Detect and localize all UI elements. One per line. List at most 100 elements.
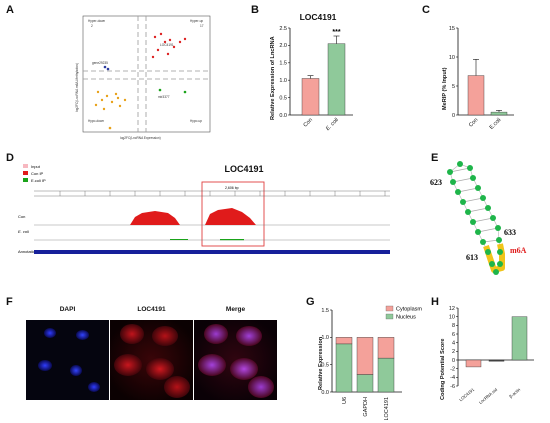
panel-g-stacked-bar-chart: Relative Expression Cytoplasm Nucleus 0.…	[318, 305, 422, 421]
panel-d-title: LOC4191	[224, 164, 263, 174]
panel-h-ytick-label: -4	[450, 375, 455, 381]
annotation-track	[34, 250, 390, 254]
peak-con-1	[130, 211, 180, 225]
panel-g-bar-segment	[335, 337, 353, 345]
scale-label: 2,606 bp	[225, 186, 239, 190]
panel-a-xlabel: log2FC(LncRNA Expression)	[120, 136, 161, 140]
panel-b-ytick-label: 1.0	[279, 78, 287, 84]
track-label-ecoli: E. coli	[18, 229, 29, 234]
panel-g-ytick-label: 1.5	[321, 308, 329, 314]
panel-h-ytick-label: 6	[452, 332, 455, 338]
panel-g-xtick-label: GAPDH	[363, 397, 369, 417]
label-623: 623	[430, 178, 442, 187]
point-label-mir: mir3377	[158, 95, 170, 99]
panel-c-ytick-label: 15	[449, 26, 455, 32]
panel-letter-c: C	[422, 4, 430, 16]
legend-cytoplasm: Cytoplasm	[396, 307, 422, 313]
panel-b-ytick-label: 0.0	[279, 113, 287, 119]
panel-g-xtick-label: LOC4191	[384, 397, 390, 421]
rna-nucleotides	[447, 161, 503, 275]
quadrant-label-hypo-down: Hypo-down	[88, 119, 104, 123]
panel-h-ylabel: Coding Potential Score	[440, 338, 446, 400]
legend-con-ip: Con IP	[31, 171, 44, 176]
panel-e-stem-loop: 623 633 m6A 613	[430, 161, 527, 275]
panel-b-ytick-label: 1.5	[279, 61, 287, 67]
panel-c-bar	[467, 75, 485, 116]
panel-c-ytick-label: 5	[452, 84, 455, 90]
panel-b-bar-chart: LOC4191 Relative Expression of LncRNA 0.…	[270, 12, 353, 132]
point-label-gene: gene29235	[92, 61, 108, 65]
panel-f-title-dapi: DAPI	[59, 306, 76, 313]
panel-f-title-loc4191: LOC4191	[137, 306, 166, 313]
merge-image	[194, 320, 277, 400]
panel-h-bar	[465, 359, 482, 368]
panel-f-title-merge: Merge	[225, 306, 246, 313]
panel-b-ytick-label: 2.0	[279, 43, 287, 49]
panel-b-ylabel: Relative Expression of LncRNA	[270, 36, 276, 120]
panel-g-ylabel: Relative Expression	[318, 336, 324, 390]
panel-b-xtick-label: Con	[303, 117, 314, 128]
panel-g-xtick-label: U6	[342, 397, 348, 404]
panel-g-bar-segment	[356, 374, 374, 393]
loc4191-image	[110, 320, 193, 400]
panel-h-bar	[511, 316, 528, 361]
panel-c-xtick-label: Con	[468, 117, 479, 128]
label-613: 613	[466, 253, 478, 262]
legend-nucleus: Nucleus	[396, 315, 416, 321]
panel-g-bar-segment	[377, 337, 395, 359]
panel-letter-h: H	[431, 296, 439, 308]
panel-c-bar-chart: MeRIP (% Input) 0 5 10 15 Con E.coli	[442, 26, 514, 131]
panel-h-ytick-label: -6	[450, 384, 455, 390]
panel-b-ytick-label: 0.5	[279, 95, 287, 101]
quadrant-count-hyper-up: 17	[200, 24, 204, 28]
panel-d-genome-browser: LOC4191 Input Con IP E.coli IP 2,606 bp …	[18, 164, 390, 254]
panel-h-ytick-label: 10	[449, 314, 455, 320]
quadrant-label-hyper-down: Hyper-down	[88, 19, 105, 23]
panel-b-significance: ***	[332, 29, 340, 36]
panel-c-ytick-label: 10	[449, 55, 455, 61]
panel-h-ytick-label: 2	[452, 349, 455, 355]
panel-h-ytick-label: 12	[449, 306, 455, 312]
panel-c-bar	[490, 111, 508, 116]
dapi-image	[26, 320, 109, 400]
panel-h-ytick-label: 0	[452, 358, 455, 364]
panel-b-title: LOC4191	[300, 12, 337, 22]
panel-a-ylabel: log2FC(LncRNA m6A-Methylation)	[75, 63, 79, 112]
point-label-loc4191: LOC4191	[160, 43, 174, 47]
panel-g-ytick-label: 0.5	[321, 362, 329, 368]
legend-ecoli-ip: E.coli IP	[31, 178, 46, 183]
panel-letter-d: D	[6, 152, 14, 164]
peak-con-2	[205, 208, 256, 225]
panel-c-ytick-label: 0	[452, 113, 455, 119]
quadrant-label-hyper-up: Hyper-up	[190, 19, 203, 23]
panel-b-bar	[327, 43, 346, 116]
panel-h-ytick-label: 4	[452, 340, 455, 346]
quadrant-label-hypo-up: Hypo-up	[190, 119, 202, 123]
panel-letter-f: F	[6, 296, 13, 308]
panel-g-bar-segment	[356, 337, 374, 375]
panel-b-ytick-label: 2.5	[279, 26, 287, 32]
panel-letter-g: G	[306, 296, 315, 308]
highlight-box	[201, 181, 265, 247]
panel-letter-e: E	[431, 152, 439, 164]
panel-g-ytick-label: 0.0	[321, 390, 329, 396]
panel-g-ytick-label: 1.0	[321, 335, 329, 341]
label-m6a: m6A	[510, 246, 527, 255]
panel-c-xtick-label: E.coli	[489, 117, 503, 131]
panel-h-bar	[488, 359, 505, 362]
panel-a-quadrant-plot: Hyper-down 2 Hyper-up 17 Hypo-down Hypo-…	[75, 15, 211, 140]
panel-a-points	[94, 32, 187, 130]
legend-input: Input	[31, 164, 41, 169]
panel-letter-a: A	[6, 4, 14, 16]
panel-c-ylabel: MeRIP (% Input)	[442, 67, 448, 110]
panel-h-ytick-label: -2	[450, 366, 455, 372]
panel-h-xtick-label: β-actin	[508, 387, 521, 399]
panel-h-ytick-label: 8	[452, 323, 455, 329]
label-633: 633	[504, 228, 516, 237]
panel-g-bar-segment	[335, 343, 353, 393]
panel-g-bar-segment	[377, 357, 395, 393]
quadrant-count-hyper-down: 2	[91, 24, 93, 28]
track-label-con: Con	[18, 214, 25, 219]
panel-b-bar	[301, 78, 320, 116]
track-label-annotation: Annotation	[18, 249, 37, 254]
